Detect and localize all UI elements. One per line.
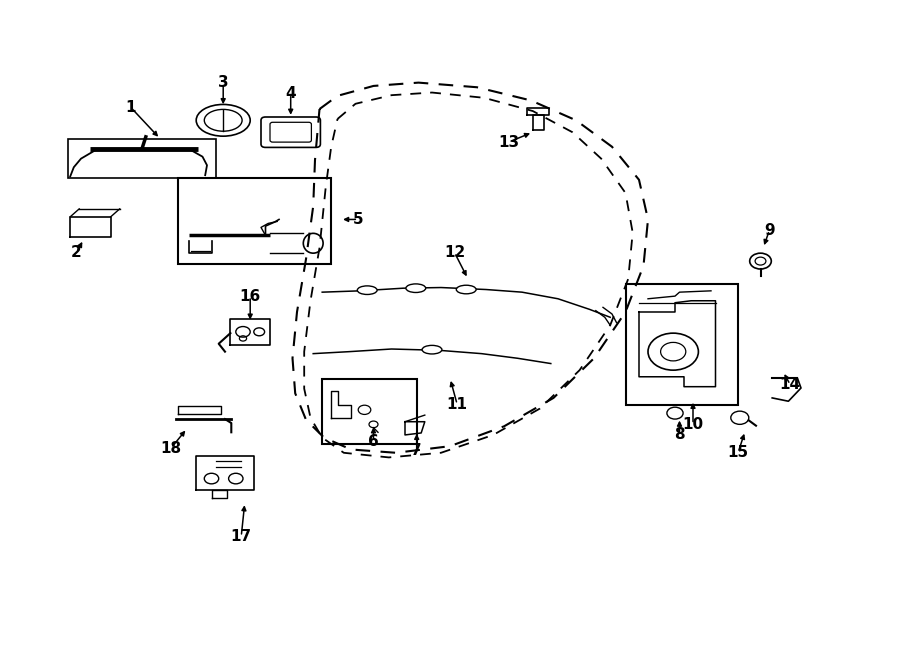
Text: 4: 4: [285, 87, 296, 101]
Ellipse shape: [357, 286, 377, 294]
Text: 15: 15: [727, 446, 749, 460]
Ellipse shape: [456, 286, 476, 293]
Text: 14: 14: [779, 377, 801, 392]
Text: 11: 11: [446, 397, 468, 412]
Text: 8: 8: [674, 428, 685, 442]
Text: 2: 2: [71, 245, 82, 260]
Bar: [68, 139, 216, 178]
Ellipse shape: [422, 346, 442, 354]
Text: 16: 16: [239, 289, 261, 303]
Text: 9: 9: [764, 223, 775, 237]
Text: 1: 1: [125, 100, 136, 114]
Text: 10: 10: [682, 417, 704, 432]
Text: 7: 7: [411, 444, 422, 458]
Text: 6: 6: [368, 434, 379, 449]
Ellipse shape: [406, 284, 426, 292]
Bar: [322, 379, 417, 444]
Text: 13: 13: [498, 135, 519, 149]
Text: 5: 5: [353, 212, 364, 227]
Text: 17: 17: [230, 529, 252, 544]
Bar: [178, 178, 331, 264]
Text: 3: 3: [218, 75, 229, 90]
Text: 18: 18: [160, 441, 182, 455]
Bar: [626, 284, 738, 405]
Text: 12: 12: [444, 245, 465, 260]
